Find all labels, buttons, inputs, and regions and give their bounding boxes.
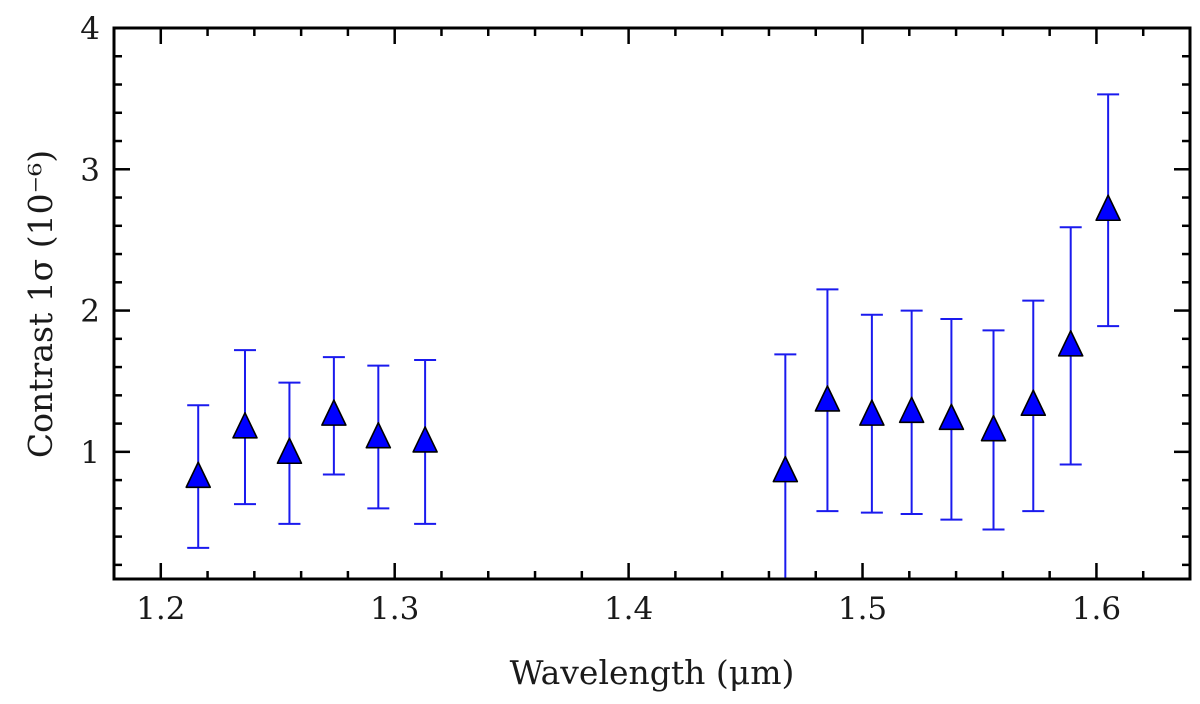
data-point-triangle <box>1020 389 1047 417</box>
data-point-triangle <box>980 414 1007 442</box>
y-tick-label: 4 <box>80 11 100 47</box>
data-point-triangle <box>412 426 438 453</box>
data-point-triangle <box>1057 330 1084 357</box>
data-point-triangle <box>321 399 347 426</box>
data-point-triangle <box>772 455 799 483</box>
x-tick-label: 1.5 <box>838 591 887 627</box>
data-point-triangle <box>185 461 212 489</box>
x-tick-label: 1.3 <box>370 591 419 627</box>
data-point-triangle <box>276 437 303 465</box>
data-point-triangle <box>859 399 885 426</box>
y-tick-label: 2 <box>80 294 100 330</box>
x-tick-label: 1.4 <box>604 591 653 627</box>
x-axis-title: Wavelength (μm) <box>510 653 795 692</box>
data-point-triangle <box>898 396 925 424</box>
x-tick-label: 1.6 <box>1072 591 1121 627</box>
data-point-triangle <box>1095 194 1121 222</box>
plot-frame <box>112 26 1192 581</box>
data-point-triangle <box>365 421 392 449</box>
y-axis-title: Contrast 1σ (10⁻⁶) <box>21 150 60 458</box>
data-point-triangle <box>938 403 965 431</box>
data-point-triangle <box>232 412 258 439</box>
data-point-triangle <box>814 385 841 412</box>
y-tick-label: 3 <box>80 152 100 188</box>
x-tick-label: 1.2 <box>136 591 185 627</box>
y-tick-label: 1 <box>80 435 100 471</box>
